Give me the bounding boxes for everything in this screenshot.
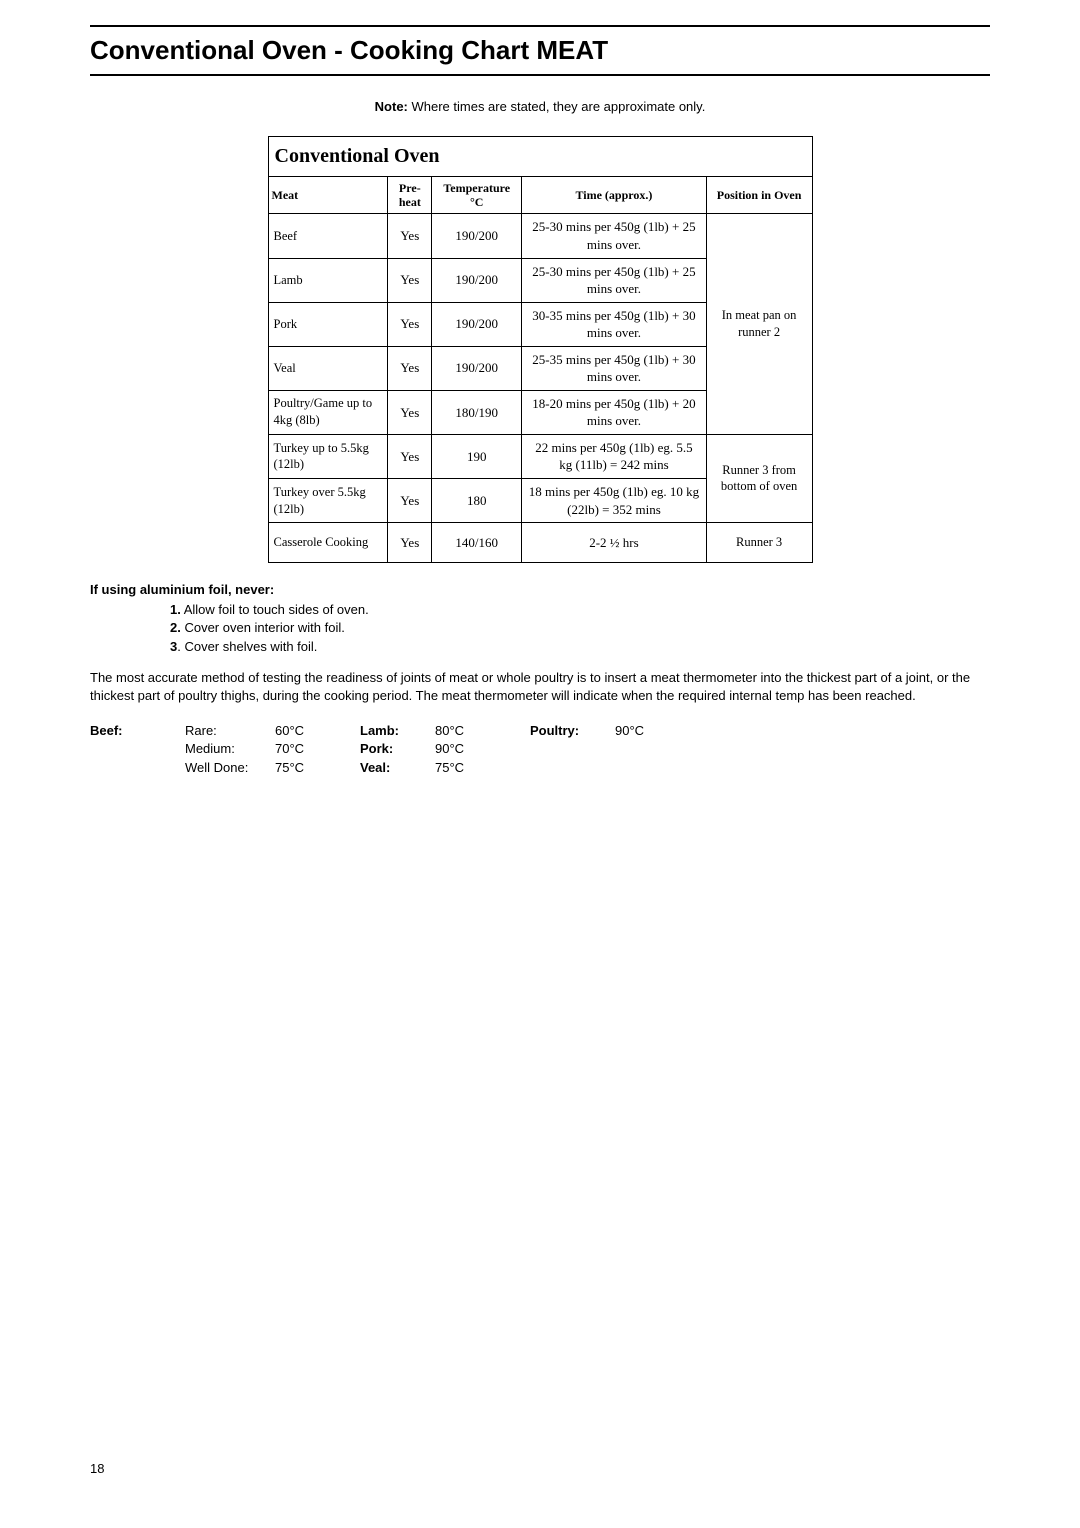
temps-row: Medium: 70°C Pork: 90°C [90, 740, 990, 759]
note-text: Where times are stated, they are approxi… [408, 99, 705, 114]
veal-label: Veal: [360, 759, 435, 778]
cell-position-group1: In meat pan on runner 2 [706, 214, 812, 434]
cooking-table-wrap: Conventional Oven Meat Pre-heat Temperat… [268, 136, 813, 563]
table-row: Turkey up to 5.5kg (12lb) Yes 190 22 min… [268, 434, 812, 478]
cell-time: 25-30 mins per 450g (1lb) + 25 mins over… [522, 214, 706, 258]
foil-text: Cover oven interior with foil. [181, 620, 345, 635]
note-line: Note: Where times are stated, they are a… [90, 98, 990, 116]
cell-meat: Poultry/Game up to 4kg (8lb) [268, 390, 388, 434]
poultry-label: Poultry: [530, 722, 615, 741]
lamb-temp: 80°C [435, 722, 530, 741]
table-header-row: Meat Pre-heat Temperature °C Time (appro… [268, 176, 812, 214]
cell-preheat: Yes [388, 302, 432, 346]
pork-temp: 90°C [435, 740, 530, 759]
lamb-label: Lamb: [360, 722, 435, 741]
cell-position-group2: Runner 3 from bottom of oven [706, 434, 812, 522]
table-row: Beef Yes 190/200 25-30 mins per 450g (1l… [268, 214, 812, 258]
well-temp: 75°C [275, 759, 360, 778]
cell-preheat: Yes [388, 478, 432, 522]
cell-temp: 180 [432, 478, 522, 522]
foil-item: 2. Cover oven interior with foil. [170, 619, 990, 637]
rare-temp: 60°C [275, 722, 360, 741]
hdr-time: Time (approx.) [522, 176, 706, 214]
cell-meat: Pork [268, 302, 388, 346]
table-title: Conventional Oven [268, 136, 812, 176]
page-title: Conventional Oven - Cooking Chart MEAT [90, 33, 990, 68]
table-row: Casserole Cooking Yes 140/160 2-2 ½ hrs … [268, 523, 812, 563]
rare-label: Rare: [185, 722, 275, 741]
cell-time: 18-20 mins per 450g (1lb) + 20 mins over… [522, 390, 706, 434]
beef-label: Beef: [90, 722, 185, 741]
cell-temp: 190/200 [432, 346, 522, 390]
cell-meat: Casserole Cooking [268, 523, 388, 563]
veal-temp: 75°C [435, 759, 530, 778]
cell-time: 18 mins per 450g (1lb) eg. 10 kg (22lb) … [522, 478, 706, 522]
cell-time: 25-30 mins per 450g (1lb) + 25 mins over… [522, 258, 706, 302]
poultry-temp: 90°C [615, 722, 685, 741]
cell-meat: Turkey up to 5.5kg (12lb) [268, 434, 388, 478]
page-number: 18 [90, 1460, 104, 1478]
temps-row: Well Done: 75°C Veal: 75°C [90, 759, 990, 778]
cell-time: 22 mins per 450g (1lb) eg. 5.5 kg (11lb)… [522, 434, 706, 478]
cell-time: 25-35 mins per 450g (1lb) + 30 mins over… [522, 346, 706, 390]
foil-num: 2. [170, 620, 181, 635]
cell-meat: Lamb [268, 258, 388, 302]
title-underline [90, 74, 990, 76]
cell-time: 2-2 ½ hrs [522, 523, 706, 563]
cell-meat: Beef [268, 214, 388, 258]
thermometer-paragraph: The most accurate method of testing the … [90, 669, 990, 705]
foil-text: . Cover shelves with foil. [177, 639, 317, 654]
cell-position-group3: Runner 3 [706, 523, 812, 563]
cell-temp: 190 [432, 434, 522, 478]
foil-item: 1. Allow foil to touch sides of oven. [170, 601, 990, 619]
internal-temps-block: Beef: Rare: 60°C Lamb: 80°C Poultry: 90°… [90, 722, 990, 779]
cell-preheat: Yes [388, 258, 432, 302]
cell-temp: 190/200 [432, 214, 522, 258]
pork-label: Pork: [360, 740, 435, 759]
foil-text: Allow foil to touch sides of oven. [181, 602, 369, 617]
medium-temp: 70°C [275, 740, 360, 759]
foil-heading: If using aluminium foil, never: [90, 581, 990, 599]
cooking-table: Conventional Oven Meat Pre-heat Temperat… [268, 136, 813, 563]
hdr-position: Position in Oven [706, 176, 812, 214]
note-label: Note: [375, 99, 408, 114]
cell-preheat: Yes [388, 214, 432, 258]
temps-row: Beef: Rare: 60°C Lamb: 80°C Poultry: 90°… [90, 722, 990, 741]
cell-temp: 140/160 [432, 523, 522, 563]
well-label: Well Done: [185, 759, 275, 778]
hdr-temperature: Temperature °C [432, 176, 522, 214]
cell-preheat: Yes [388, 390, 432, 434]
foil-num: 1. [170, 602, 181, 617]
cell-time: 30-35 mins per 450g (1lb) + 30 mins over… [522, 302, 706, 346]
hdr-meat: Meat [268, 176, 388, 214]
cell-preheat: Yes [388, 523, 432, 563]
cell-preheat: Yes [388, 346, 432, 390]
medium-label: Medium: [185, 740, 275, 759]
cell-meat: Turkey over 5.5kg (12lb) [268, 478, 388, 522]
top-rule [90, 25, 990, 27]
hdr-preheat: Pre-heat [388, 176, 432, 214]
foil-block: If using aluminium foil, never: 1. Allow… [90, 581, 990, 655]
foil-item: 3. Cover shelves with foil. [170, 638, 990, 656]
cell-preheat: Yes [388, 434, 432, 478]
cell-temp: 180/190 [432, 390, 522, 434]
cell-temp: 190/200 [432, 258, 522, 302]
cell-temp: 190/200 [432, 302, 522, 346]
cell-meat: Veal [268, 346, 388, 390]
